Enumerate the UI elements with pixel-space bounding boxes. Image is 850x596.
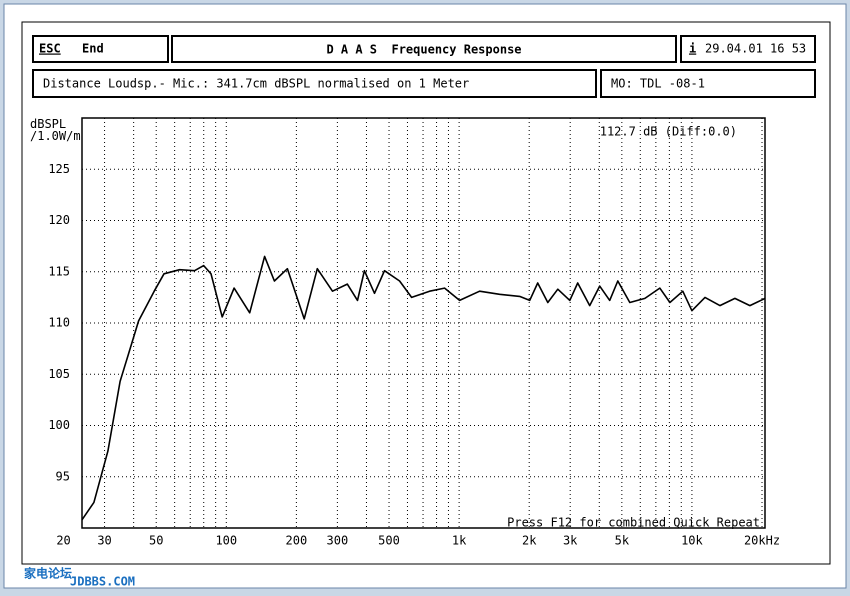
measure-box (600, 69, 816, 98)
title: D A A S Frequency Response (326, 43, 521, 57)
end-button[interactable]: End (82, 42, 104, 56)
y-tick-label: 110 (48, 316, 70, 330)
x-tick-label: 2k (522, 534, 537, 548)
x-tick-label: 500 (378, 534, 400, 548)
desc-box (32, 69, 597, 98)
y-axis-label: dBSPL/1.0W/m (30, 117, 81, 143)
annotation: 112.7 dB (Diff:0.0) (600, 125, 737, 139)
y-tick-label: 120 (48, 213, 70, 227)
x-tick-label: 20 (56, 534, 70, 548)
y-tick-label: 100 (48, 418, 70, 432)
x-tick-label: 20kHz (744, 534, 780, 548)
info-button[interactable]: i (689, 42, 696, 56)
esc-button[interactable]: ESC (39, 42, 61, 56)
x-tick-label: 3k (563, 534, 578, 548)
footer-note: Press F12 for combined Quick Repeat (507, 516, 760, 530)
x-tick-label: 5k (615, 534, 630, 548)
x-tick-label: 10k (681, 534, 703, 548)
x-tick-label: 100 (215, 534, 237, 548)
y-tick-label: 125 (48, 162, 70, 176)
datetime: 29.04.01 16 53 (705, 42, 806, 56)
date-box (680, 35, 816, 63)
response-curve (81, 255, 766, 521)
watermark-site: JDBBS.COM (70, 575, 135, 589)
x-tick-label: 300 (327, 534, 349, 548)
x-tick-label: 1k (452, 534, 467, 548)
x-tick-label: 50 (149, 534, 163, 548)
watermark-logo: 家电论坛 (24, 566, 72, 581)
menu-box (32, 35, 169, 63)
x-tick-label: 30 (97, 534, 111, 548)
y-tick-label: 105 (48, 367, 70, 381)
y-tick-label: 115 (48, 264, 70, 278)
x-tick-label: 200 (286, 534, 308, 548)
measurement: MO: TDL -08-1 (611, 77, 705, 91)
title-box (171, 35, 677, 63)
y-tick-label: 95 (56, 469, 70, 483)
description: Distance Loudsp.- Mic.: 341.7cm dBSPL no… (43, 77, 469, 91)
